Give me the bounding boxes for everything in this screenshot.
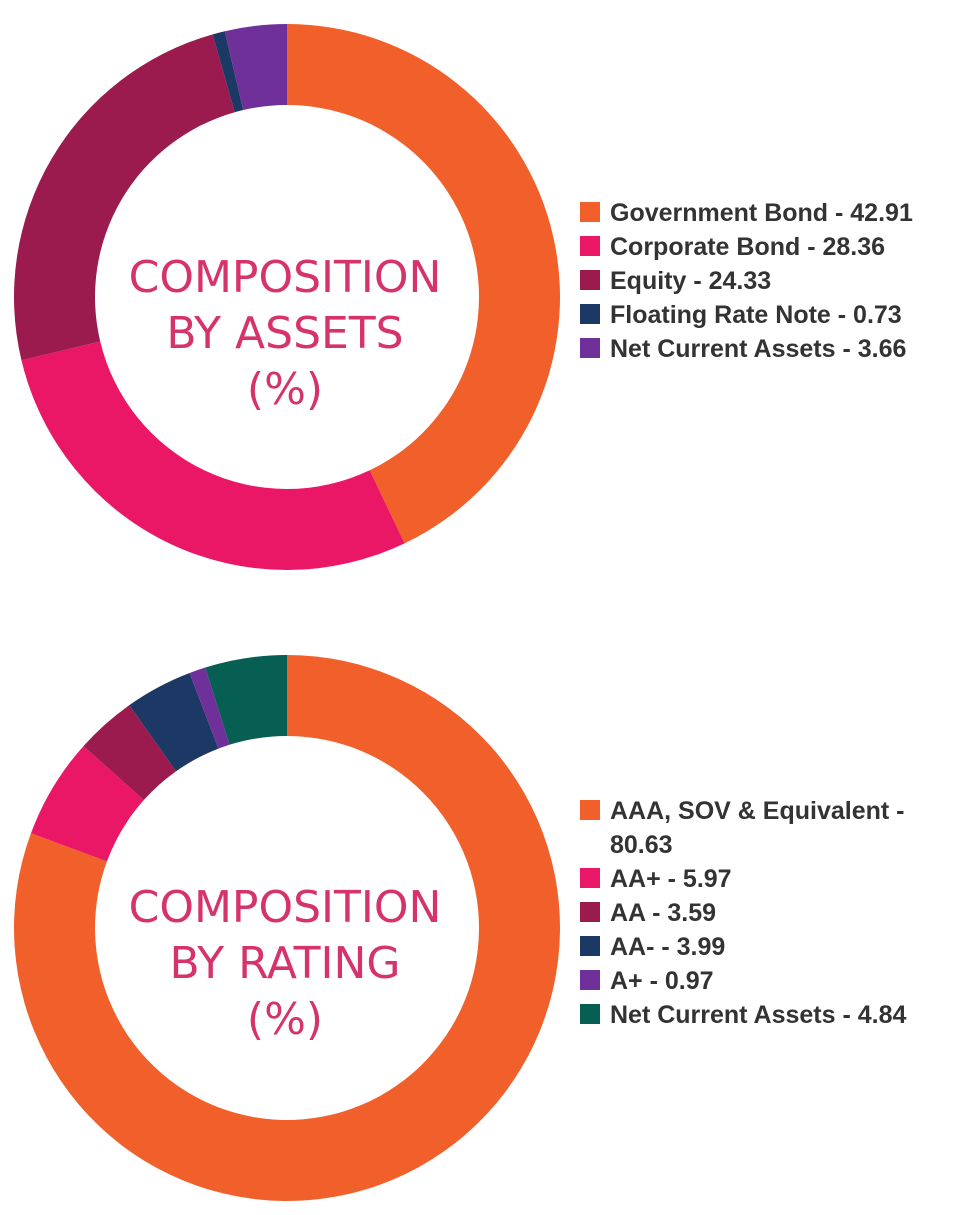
assets-title-line-2: BY ASSETS — [166, 308, 404, 359]
assets-donut-chart — [13, 24, 560, 571]
rating-legend: AAA, SOV & Equivalent - 80.63 AA+ - 5.97 A… — [580, 794, 940, 1032]
rating-legend-item-a: A+ - 0.97 — [580, 964, 940, 998]
rating-title-line-3: (%) — [246, 994, 324, 1045]
rating-legend-label: A+ - 0.97 — [610, 967, 714, 995]
rating-legend-item-aa: AA- - 3.99 — [580, 930, 940, 964]
rating-slice-net-current-assets — [205, 655, 287, 745]
assets-chart: COMPOSITION BY ASSETS (%) Government Bon… — [0, 0, 959, 600]
assets-legend-label: Government Bond - 42.91 — [610, 199, 913, 227]
assets-legend-swatch — [580, 236, 600, 256]
assets-slice-net-current-assets — [224, 24, 287, 111]
rating-legend-item-aa: AA+ - 5.97 — [580, 862, 940, 896]
assets-legend-swatch — [580, 270, 600, 290]
assets-slice-government-bond — [287, 24, 560, 544]
rating-legend-label: AA- - 3.99 — [610, 933, 726, 961]
assets-legend-item-corporate-bond: Corporate Bond - 28.36 — [580, 230, 950, 264]
rating-center-title: COMPOSITION BY RATING (%) — [105, 880, 465, 1048]
rating-slice-aa — [30, 746, 144, 862]
assets-title-line-1: COMPOSITION — [128, 252, 442, 303]
rating-title-line-1: COMPOSITION — [128, 882, 442, 933]
assets-legend-swatch — [580, 338, 600, 358]
rating-slice-a — [189, 667, 230, 749]
rating-legend-label: AA+ - 5.97 — [610, 865, 732, 893]
assets-legend-swatch — [580, 304, 600, 324]
rating-slice-aa — [129, 672, 219, 772]
assets-title-line-3: (%) — [246, 364, 324, 415]
rating-legend-item-net-current-assets: Net Current Assets - 4.84 — [580, 998, 940, 1032]
assets-legend-item-government-bond: Government Bond - 42.91 — [580, 196, 950, 230]
assets-legend-item-equity: Equity - 24.33 — [580, 264, 950, 298]
rating-title-line-2: BY RATING — [169, 938, 401, 989]
assets-legend-swatch — [580, 202, 600, 222]
rating-slice-aaa-sov-equivalent — [13, 655, 561, 1201]
rating-legend-swatch — [580, 902, 600, 922]
assets-slice-corporate-bond — [21, 341, 405, 571]
assets-legend-item-net-current-assets: Net Current Assets - 3.66 — [580, 332, 950, 366]
rating-legend-label: AA - 3.59 — [610, 899, 717, 927]
assets-legend-label: Equity - 24.33 — [610, 267, 772, 295]
rating-legend-swatch — [580, 800, 600, 820]
rating-donut-chart — [13, 655, 561, 1201]
rating-legend-item-aa: AA - 3.59 — [580, 896, 940, 930]
rating-legend-swatch — [580, 936, 600, 956]
assets-legend: Government Bond - 42.91 Corporate Bond - … — [580, 196, 950, 366]
rating-legend-label: Net Current Assets - 4.84 — [610, 1001, 907, 1029]
assets-legend-label: Floating Rate Note - 0.73 — [610, 301, 902, 329]
assets-legend-label: Corporate Bond - 28.36 — [610, 233, 886, 261]
assets-center-title: COMPOSITION BY ASSETS (%) — [105, 250, 465, 418]
assets-legend-item-floating-rate-note: Floating Rate Note - 0.73 — [580, 298, 950, 332]
rating-legend-swatch — [580, 1004, 600, 1024]
rating-legend-swatch — [580, 868, 600, 888]
assets-slice-floating-rate-note — [212, 31, 244, 113]
rating-chart: COMPOSITION BY RATING (%) AAA, SOV & Equ… — [0, 620, 959, 1215]
assets-slice-equity — [13, 34, 235, 361]
assets-legend-label: Net Current Assets - 3.66 — [610, 335, 907, 363]
rating-legend-swatch — [580, 970, 600, 990]
rating-legend-label: AAA, SOV & Equivalent - 80.63 — [610, 797, 905, 859]
rating-slice-aa — [83, 705, 177, 801]
rating-legend-item-aaa-sov-equivalent: AAA, SOV & Equivalent - 80.63 — [580, 794, 940, 862]
